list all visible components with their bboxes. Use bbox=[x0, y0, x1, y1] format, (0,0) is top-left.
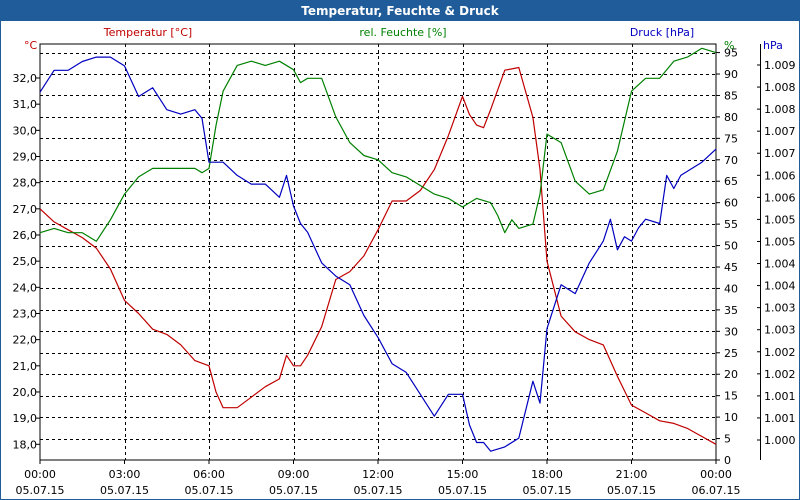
temperature-axis-label: Temperatur [°C] bbox=[103, 26, 192, 39]
pressure-tick-label: 1.004 bbox=[764, 258, 796, 271]
series-layer bbox=[39, 47, 717, 452]
temperature-tick-label: 31,0 bbox=[13, 98, 38, 111]
humidity-axis: 0 5 10 15 20 25 30 35 40 45 50 55 60 65 70 75 80 85 90 95% bbox=[716, 39, 738, 467]
temperature-tick-label: 26,0 bbox=[13, 229, 38, 242]
pressure-tick-label: 1.001 bbox=[764, 390, 796, 403]
date-tick-label: 05.07.15 bbox=[607, 484, 656, 497]
humidity-tick-label: 50 bbox=[724, 240, 738, 253]
temperature-tick-label: 20,0 bbox=[13, 386, 38, 399]
pressure-axis: 1.000 1.001 1.001 1.002 1.002 1.003 1.003 1.004… bbox=[757, 39, 796, 460]
pressure-tick-label: 1.006 bbox=[764, 191, 796, 204]
time-axis: 00:00 05.07.15 03:00 05.07.15 06:00 05.07.15 0… bbox=[16, 460, 741, 497]
pressure-tick-label: 1.002 bbox=[764, 346, 796, 359]
temperature-unit: °C bbox=[24, 39, 38, 52]
temperature-tick-label: 23,0 bbox=[13, 307, 38, 320]
humidity-tick-label: 10 bbox=[724, 411, 738, 424]
humidity-tick-label: 5 bbox=[724, 433, 731, 446]
humidity-tick-label: 20 bbox=[724, 368, 738, 381]
date-tick-label: 05.07.15 bbox=[185, 484, 234, 497]
humidity-tick-label: 35 bbox=[724, 304, 738, 317]
date-tick-label: 05.07.15 bbox=[100, 484, 149, 497]
pressure-unit: hPa bbox=[763, 39, 783, 52]
pressure-tick-label: 1.009 bbox=[764, 59, 796, 72]
humidity-tick-label: 55 bbox=[724, 218, 738, 231]
humidity-tick-label: 70 bbox=[724, 154, 738, 167]
humidity-tick-label: 90 bbox=[724, 68, 738, 81]
humidity-tick-label: 80 bbox=[724, 111, 738, 124]
series-line-temperature bbox=[39, 66, 717, 445]
pressure-tick-label: 1.004 bbox=[764, 280, 796, 293]
humidity-axis-label: rel. Feuchte [%] bbox=[359, 26, 446, 39]
time-tick-label: 15:00 bbox=[447, 468, 479, 481]
date-tick-label: 05.07.15 bbox=[354, 484, 403, 497]
pressure-tick-label: 1.001 bbox=[764, 412, 796, 425]
pressure-tick-label: 1.008 bbox=[764, 103, 796, 116]
pressure-tick-label: 1.003 bbox=[764, 302, 796, 315]
window-title: Temperatur, Feuchte & Druck bbox=[1, 1, 799, 21]
temperature-tick-label: 19,0 bbox=[13, 412, 38, 425]
pressure-tick-label: 1.006 bbox=[764, 169, 796, 182]
time-tick-label: 00:00 bbox=[24, 468, 56, 481]
humidity-tick-label: 85 bbox=[724, 89, 738, 102]
time-tick-label: 06:00 bbox=[193, 468, 225, 481]
temperature-tick-label: 30,0 bbox=[13, 124, 38, 137]
time-tick-label: 21:00 bbox=[616, 468, 648, 481]
temperature-axis: 18,0 19,0 20,0 21,0 22,0 23,0 24,0 25,0 26,0 27,0… bbox=[13, 39, 40, 451]
humidity-tick-label: 15 bbox=[724, 390, 738, 403]
humidity-unit: % bbox=[724, 39, 734, 52]
pressure-tick-label: 1.005 bbox=[764, 213, 796, 226]
humidity-tick-label: 65 bbox=[724, 175, 738, 188]
humidity-tick-label: 40 bbox=[724, 282, 738, 295]
temperature-tick-label: 18,0 bbox=[13, 438, 38, 451]
axis-headers: Temperatur [°C] rel. Feuchte [%] Druck [hP… bbox=[103, 26, 694, 39]
date-tick-label: 06.07.15 bbox=[692, 484, 741, 497]
pressure-tick-label: 1.003 bbox=[764, 324, 796, 337]
time-tick-label: 12:00 bbox=[362, 468, 394, 481]
temperature-tick-label: 24,0 bbox=[13, 281, 38, 294]
series-line-humidity bbox=[39, 47, 717, 242]
humidity-tick-label: 45 bbox=[724, 261, 738, 274]
temperature-tick-label: 28,0 bbox=[13, 177, 38, 190]
time-tick-label: 00:00 bbox=[700, 468, 732, 481]
pressure-tick-label: 1.002 bbox=[764, 368, 796, 381]
humidity-tick-label: 60 bbox=[724, 197, 738, 210]
humidity-tick-label: 0 bbox=[724, 454, 731, 467]
temperature-tick-label: 32,0 bbox=[13, 72, 38, 85]
pressure-tick-label: 1.007 bbox=[764, 125, 796, 138]
humidity-tick-label: 25 bbox=[724, 347, 738, 360]
temperature-tick-label: 29,0 bbox=[13, 151, 38, 164]
humidity-tick-label: 75 bbox=[724, 132, 738, 145]
humidity-tick-label: 95 bbox=[724, 47, 738, 60]
temperature-tick-label: 21,0 bbox=[13, 360, 38, 373]
time-tick-label: 18:00 bbox=[531, 468, 563, 481]
pressure-tick-label: 1.005 bbox=[764, 235, 796, 248]
humidity-tick-label: 30 bbox=[724, 325, 738, 338]
time-tick-label: 09:00 bbox=[278, 468, 310, 481]
temperature-tick-label: 25,0 bbox=[13, 255, 38, 268]
pressure-tick-label: 1.000 bbox=[764, 434, 796, 447]
pressure-axis-label: Druck [hPa] bbox=[630, 26, 694, 39]
date-tick-label: 05.07.15 bbox=[16, 484, 65, 497]
date-tick-label: 05.07.15 bbox=[438, 484, 487, 497]
time-tick-label: 03:00 bbox=[109, 468, 141, 481]
temperature-tick-label: 22,0 bbox=[13, 334, 38, 347]
date-tick-label: 05.07.15 bbox=[269, 484, 318, 497]
date-tick-label: 05.07.15 bbox=[523, 484, 572, 497]
temperature-tick-label: 27,0 bbox=[13, 203, 38, 216]
grid bbox=[40, 44, 716, 460]
pressure-tick-label: 1.008 bbox=[764, 81, 796, 94]
series-line-pressure bbox=[39, 56, 717, 452]
pressure-tick-label: 1.007 bbox=[764, 147, 796, 160]
